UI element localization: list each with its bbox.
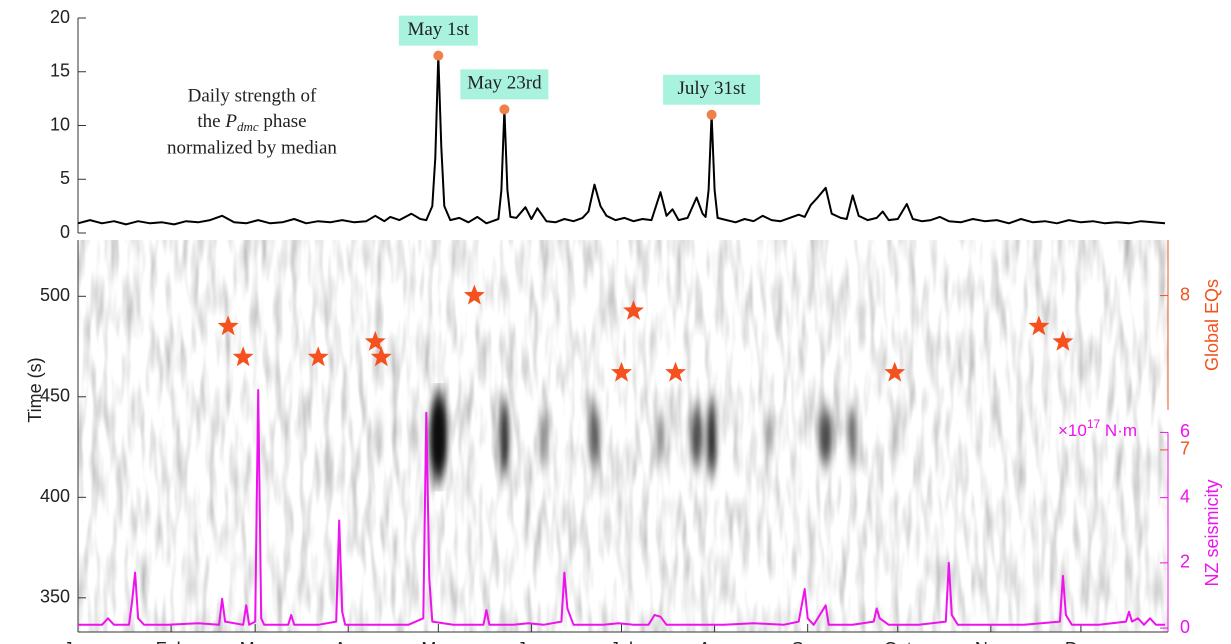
earthquake-star: [463, 284, 485, 305]
x-tick-label: Jun: [517, 639, 546, 644]
y-tick-label: 20: [50, 7, 70, 27]
earthquake-star: [611, 361, 632, 382]
y-tick-label: 500: [40, 285, 70, 305]
energy-blob: [411, 419, 418, 456]
earthquake-star: [364, 330, 386, 351]
earthquake-star: [665, 361, 686, 382]
peak-marker: [706, 109, 717, 120]
y-tick-label: 450: [40, 386, 70, 406]
nz-seismicity-line: [78, 389, 1165, 626]
earthquake-star: [217, 315, 239, 336]
earthquake-star: [307, 346, 329, 367]
earthquake-star: [1052, 330, 1074, 351]
energy-blob: [429, 392, 448, 483]
energy-blob: [539, 412, 548, 463]
y-tick-label: 10: [50, 114, 70, 134]
energy-blob: [375, 417, 382, 458]
earthquake-star: [232, 346, 254, 367]
y-tick-label: 0: [60, 222, 70, 242]
y3-tick-label: 2: [1180, 552, 1190, 572]
x-tick-label: Nov: [975, 639, 1007, 644]
x-tick-label: Apr: [334, 639, 362, 644]
y-tick-label: 350: [40, 587, 70, 607]
earthquake-star: [1028, 315, 1050, 336]
earthquake-star: [884, 361, 906, 382]
x-tick-label: Oct: [884, 639, 912, 644]
y3-axis-label: NZ seismicity: [1202, 480, 1222, 587]
x-tick-label: Dec: [1065, 639, 1097, 644]
strength-line: [77, 54, 1166, 226]
unit-label: ×1017 N·m: [1058, 417, 1137, 440]
x-tick-label: May: [421, 639, 455, 644]
x-tick-label: Jan: [63, 639, 92, 644]
y3-tick-label: 4: [1180, 486, 1190, 506]
energy-blob: [891, 415, 898, 460]
y-tick-label: 5: [60, 168, 70, 188]
x-tick-label: Mar: [240, 639, 271, 644]
annotation: normalized by median: [167, 137, 337, 158]
peak-label-box: [460, 69, 549, 100]
energy-blob: [588, 407, 601, 468]
y-tick-label: 400: [40, 486, 70, 506]
peak-label: May 23rd: [467, 73, 542, 94]
y-axis-label: Time (s): [25, 357, 45, 422]
y3-tick-label: 6: [1180, 421, 1190, 441]
earthquake-star: [370, 346, 392, 367]
annotation: the Pdmc phase: [197, 111, 306, 134]
y2-axis-label: Global EQs: [1202, 279, 1222, 371]
x-tick-label: Sep: [792, 639, 824, 644]
energy-blob: [764, 417, 773, 458]
energy-blob: [818, 409, 833, 466]
peak-label: July 31st: [678, 78, 747, 99]
peak-label-box: [663, 74, 761, 105]
energy-blob: [499, 399, 510, 476]
y2-tick-label: 7: [1180, 439, 1190, 459]
x-tick-label: Aug: [699, 639, 731, 644]
energy-blob: [706, 399, 717, 476]
waveform-background: [78, 240, 1168, 632]
waveform-energy: [375, 392, 898, 483]
earthquake-star: [623, 300, 644, 320]
y3-tick-label: 0: [1180, 617, 1190, 637]
energy-blob: [690, 407, 703, 468]
y-tick-label: 15: [50, 61, 70, 81]
energy-blob: [848, 407, 857, 468]
peak-label: May 1st: [407, 19, 469, 40]
x-tick-label: Feb: [156, 639, 187, 644]
x-tick-label: Jul: [610, 639, 633, 644]
y2-tick-label: 8: [1180, 284, 1190, 304]
peak-marker: [433, 50, 444, 61]
peak-marker: [499, 104, 510, 115]
annotation: Daily strength of: [188, 85, 317, 106]
peak-label-box: [398, 15, 478, 46]
energy-blob: [656, 412, 665, 463]
